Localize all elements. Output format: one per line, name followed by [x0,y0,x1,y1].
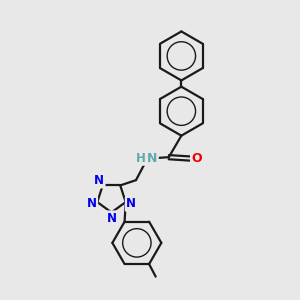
Text: N: N [94,174,104,187]
Text: N: N [87,197,97,210]
Text: N: N [106,212,116,225]
Text: N: N [126,197,136,210]
Text: O: O [191,152,202,165]
Text: N: N [147,152,158,165]
Text: N: N [126,197,136,210]
Text: H: H [136,152,146,165]
